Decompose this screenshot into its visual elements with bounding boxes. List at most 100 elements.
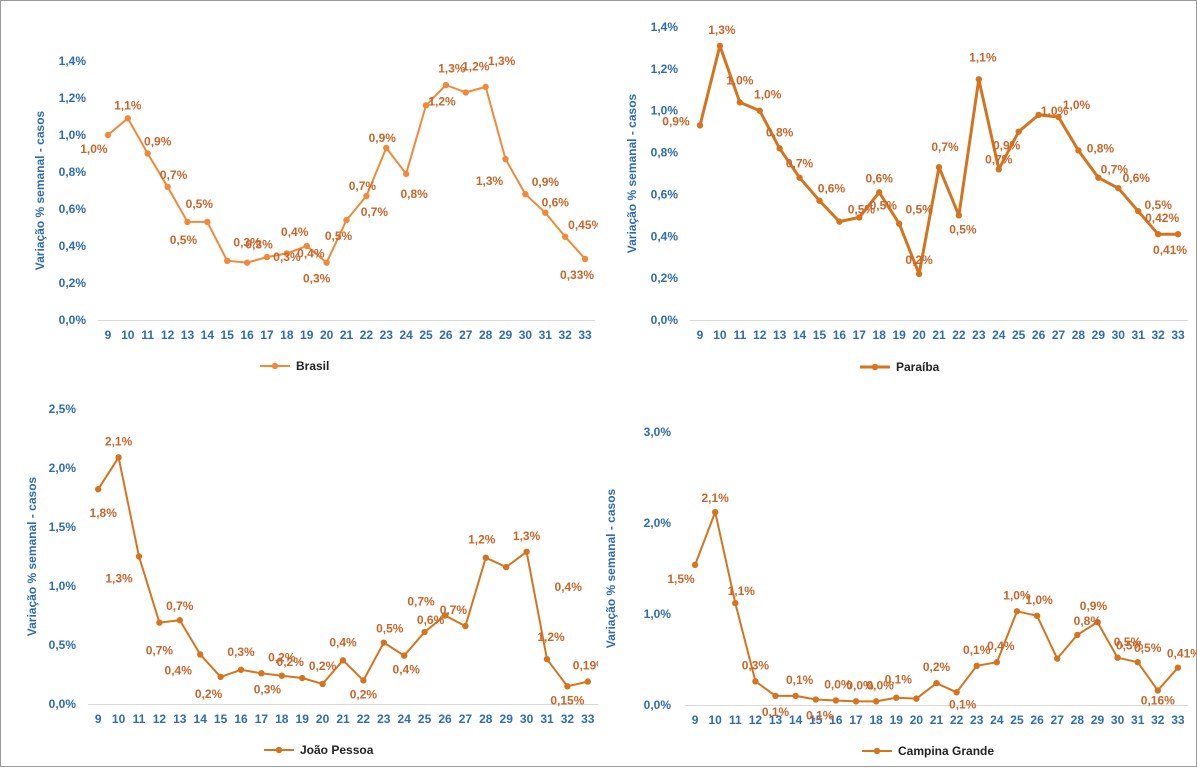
data-label: 0,9% <box>993 139 1021 153</box>
x-tick-label: 29 <box>500 712 514 726</box>
data-label: 1,3% <box>488 54 516 68</box>
data-label: 0,41% <box>1167 647 1197 661</box>
x-tick-label: 12 <box>153 712 167 726</box>
x-tick-label: 29 <box>499 328 513 342</box>
data-point <box>462 622 469 630</box>
x-tick-label: 20 <box>910 713 924 727</box>
data-point <box>584 678 591 685</box>
x-tick-label: 32 <box>1151 713 1165 727</box>
data-point <box>144 150 151 157</box>
data-label: 0,4% <box>165 663 193 677</box>
line-chart-joao-pessoa: 0,0% 0,5% 1,0% 1,5% 2,0% 2,5% Variação % seman… <box>25 402 607 757</box>
legend-label: Campina Grande <box>898 744 994 758</box>
data-label: 0,2% <box>350 687 378 701</box>
chart-panel-campina-grande: 0,0% 1,0% 2,0% 3,0% Variação % semanal - cas… <box>598 383 1197 767</box>
x-tick-label: 28 <box>1072 328 1086 342</box>
data-point <box>1015 128 1022 135</box>
x-tick-label: 14 <box>793 328 807 342</box>
x-tick-label: 17 <box>260 328 274 342</box>
data-label: 0,4% <box>329 635 357 649</box>
data-point <box>1135 207 1142 215</box>
data-point <box>1055 113 1062 121</box>
y-tick-label: 0,0% <box>59 313 87 327</box>
data-label: 0,7% <box>349 179 377 193</box>
series-line <box>698 44 1178 276</box>
x-tick-label: 24 <box>992 328 1006 342</box>
data-label: 0,6% <box>818 182 846 196</box>
legend-marker <box>271 362 279 370</box>
data-label: 1,1% <box>969 50 997 64</box>
data-point <box>104 131 112 139</box>
data-point <box>135 553 143 560</box>
data-point <box>482 83 489 91</box>
x-tick-label: 25 <box>1010 713 1024 727</box>
data-label: 1,0% <box>726 73 754 87</box>
data-point <box>913 695 920 702</box>
data-label: 0,0% <box>824 677 852 691</box>
y-tick-label: 0,8% <box>59 165 87 179</box>
x-tick-label: 27 <box>459 328 473 342</box>
data-label: 0,5% <box>376 622 404 636</box>
x-tick-label: 23 <box>377 712 391 726</box>
data-point <box>184 218 191 226</box>
data-point <box>319 680 326 688</box>
data-label: 0,7% <box>160 168 188 182</box>
data-label: 0,9% <box>369 131 397 145</box>
data-label: 2,1% <box>105 434 133 448</box>
data-label: 0,16% <box>1141 693 1175 707</box>
data-point <box>523 548 530 555</box>
data-point <box>776 145 783 152</box>
x-tick-label: 19 <box>296 712 310 726</box>
x-tick-label: 27 <box>459 712 473 726</box>
data-label: 0,42% <box>1145 211 1179 225</box>
data-point <box>243 259 251 266</box>
data-label: 0,7% <box>440 603 468 617</box>
chart-group: 0,0% 1,0% 2,0% 3,0% Variação % semanal - cas… <box>604 425 1197 758</box>
data-label: 0,1% <box>963 643 991 657</box>
x-tick-label: 18 <box>869 713 883 727</box>
x-tick-label: 12 <box>161 328 175 342</box>
data-point <box>756 107 763 114</box>
data-point <box>502 155 509 163</box>
x-tick-label: 18 <box>280 328 294 342</box>
x-tick-label: 22 <box>950 713 964 727</box>
x-tick-label: 10 <box>709 713 723 727</box>
data-label: 1,0% <box>1041 104 1069 118</box>
data-label: 0,45% <box>568 218 598 232</box>
x-tick-label: 24 <box>990 713 1004 727</box>
x-tick-label: 19 <box>892 328 906 342</box>
legend-label: Brasil <box>296 359 329 373</box>
data-point <box>1035 111 1042 119</box>
data-label: 0,0% <box>846 678 874 692</box>
x-tick-label: 11 <box>733 328 746 342</box>
data-label: 0,6% <box>417 613 445 627</box>
data-point <box>1094 618 1101 626</box>
y-tick-label: 0,0% <box>49 697 77 711</box>
x-tick-label: 20 <box>912 328 926 342</box>
data-point <box>1095 174 1102 181</box>
x-tick-label: 13 <box>173 712 187 726</box>
y-tick-label: 2,5% <box>49 402 77 416</box>
x-tick-label: 28 <box>1071 713 1085 727</box>
x-tick-label: 21 <box>932 328 946 342</box>
data-label: 0,2% <box>309 659 337 673</box>
data-label: 0,3% <box>233 236 261 250</box>
data-point <box>1134 659 1141 666</box>
y-tick-label: 0,5% <box>49 638 77 652</box>
data-label: 0,7% <box>361 205 389 219</box>
data-label: 1,1% <box>728 584 756 598</box>
x-tick-label: 33 <box>1171 713 1185 727</box>
x-tick-label: 9 <box>692 713 699 727</box>
data-point <box>343 216 350 224</box>
data-point <box>1154 230 1162 238</box>
x-tick-label: 14 <box>201 328 215 342</box>
data-point <box>796 174 803 181</box>
data-point <box>422 102 430 109</box>
data-point <box>564 683 571 690</box>
data-point <box>852 698 860 705</box>
x-tick-label: 19 <box>300 328 314 342</box>
y-tick-label: 1,0% <box>49 579 77 593</box>
x-tick-label: 11 <box>729 713 742 727</box>
data-label: 1,1% <box>114 98 142 112</box>
data-label: 0,7% <box>786 157 814 171</box>
